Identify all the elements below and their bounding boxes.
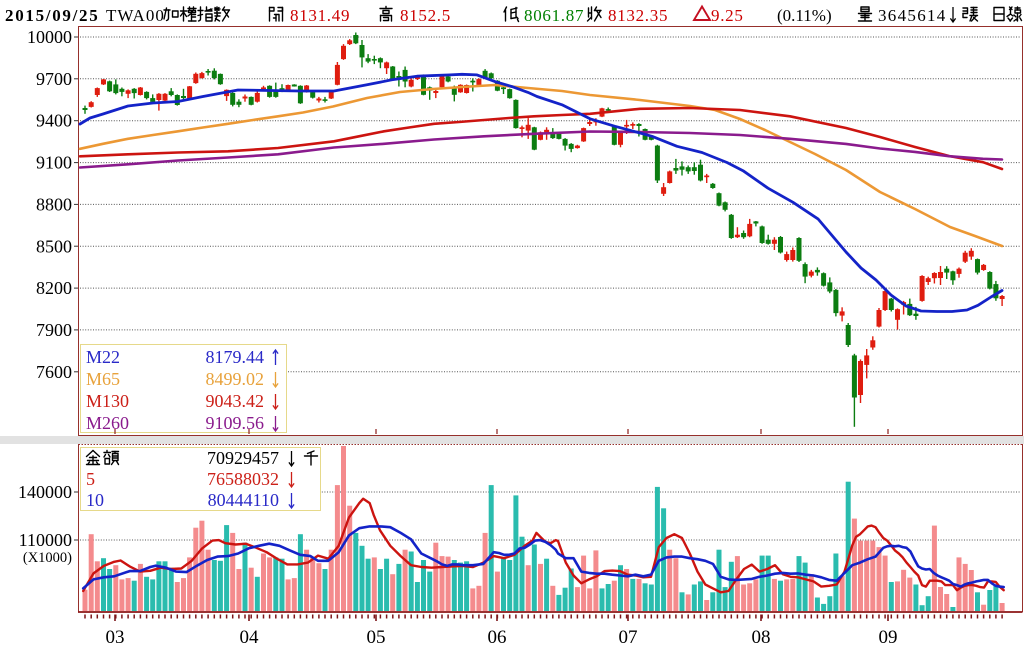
- svg-text:9.25: 9.25: [711, 6, 744, 25]
- svg-text:M22: M22: [86, 347, 120, 367]
- svg-text:9043.42: 9043.42: [206, 391, 265, 411]
- svg-text:8061.87: 8061.87: [524, 6, 584, 25]
- svg-text:8131.49: 8131.49: [290, 6, 350, 25]
- svg-text:9400: 9400: [36, 111, 72, 131]
- svg-text:8152.5: 8152.5: [400, 6, 451, 25]
- svg-text:76588032: 76588032: [207, 469, 279, 489]
- svg-text:8132.35: 8132.35: [608, 6, 668, 25]
- svg-text:7900: 7900: [36, 320, 72, 340]
- svg-text:09: 09: [879, 627, 898, 648]
- svg-text:70929457: 70929457: [207, 448, 279, 468]
- svg-text:TWA00: TWA00: [106, 6, 165, 25]
- svg-text:M65: M65: [86, 369, 120, 389]
- svg-text:05: 05: [367, 627, 386, 648]
- svg-text:10000: 10000: [27, 27, 72, 47]
- svg-text:3645614: 3645614: [878, 6, 947, 25]
- svg-text:(0.11%): (0.11%): [777, 6, 832, 25]
- svg-text:04: 04: [240, 627, 260, 648]
- svg-text:8200: 8200: [36, 278, 72, 298]
- svg-text:7600: 7600: [36, 362, 72, 382]
- svg-text:06: 06: [488, 627, 507, 648]
- svg-text:8499.02: 8499.02: [206, 369, 265, 389]
- svg-text:(X1000): (X1000): [23, 550, 72, 566]
- svg-text:M260: M260: [86, 413, 129, 433]
- svg-text:10: 10: [86, 490, 104, 510]
- svg-text:110000: 110000: [19, 530, 72, 550]
- svg-text:9109.56: 9109.56: [206, 413, 265, 433]
- svg-text:M130: M130: [86, 391, 129, 411]
- svg-text:5: 5: [86, 469, 95, 489]
- svg-text:8179.44: 8179.44: [206, 347, 265, 367]
- svg-text:9700: 9700: [36, 69, 72, 89]
- svg-text:07: 07: [619, 627, 638, 648]
- svg-text:08: 08: [752, 627, 771, 648]
- svg-text:03: 03: [106, 627, 125, 648]
- svg-text:8800: 8800: [36, 194, 72, 214]
- svg-text:140000: 140000: [18, 482, 72, 502]
- svg-text:80444110: 80444110: [208, 490, 279, 510]
- svg-text:8500: 8500: [36, 236, 72, 256]
- svg-text:9100: 9100: [36, 153, 72, 173]
- svg-text:2015/09/25: 2015/09/25: [5, 6, 99, 25]
